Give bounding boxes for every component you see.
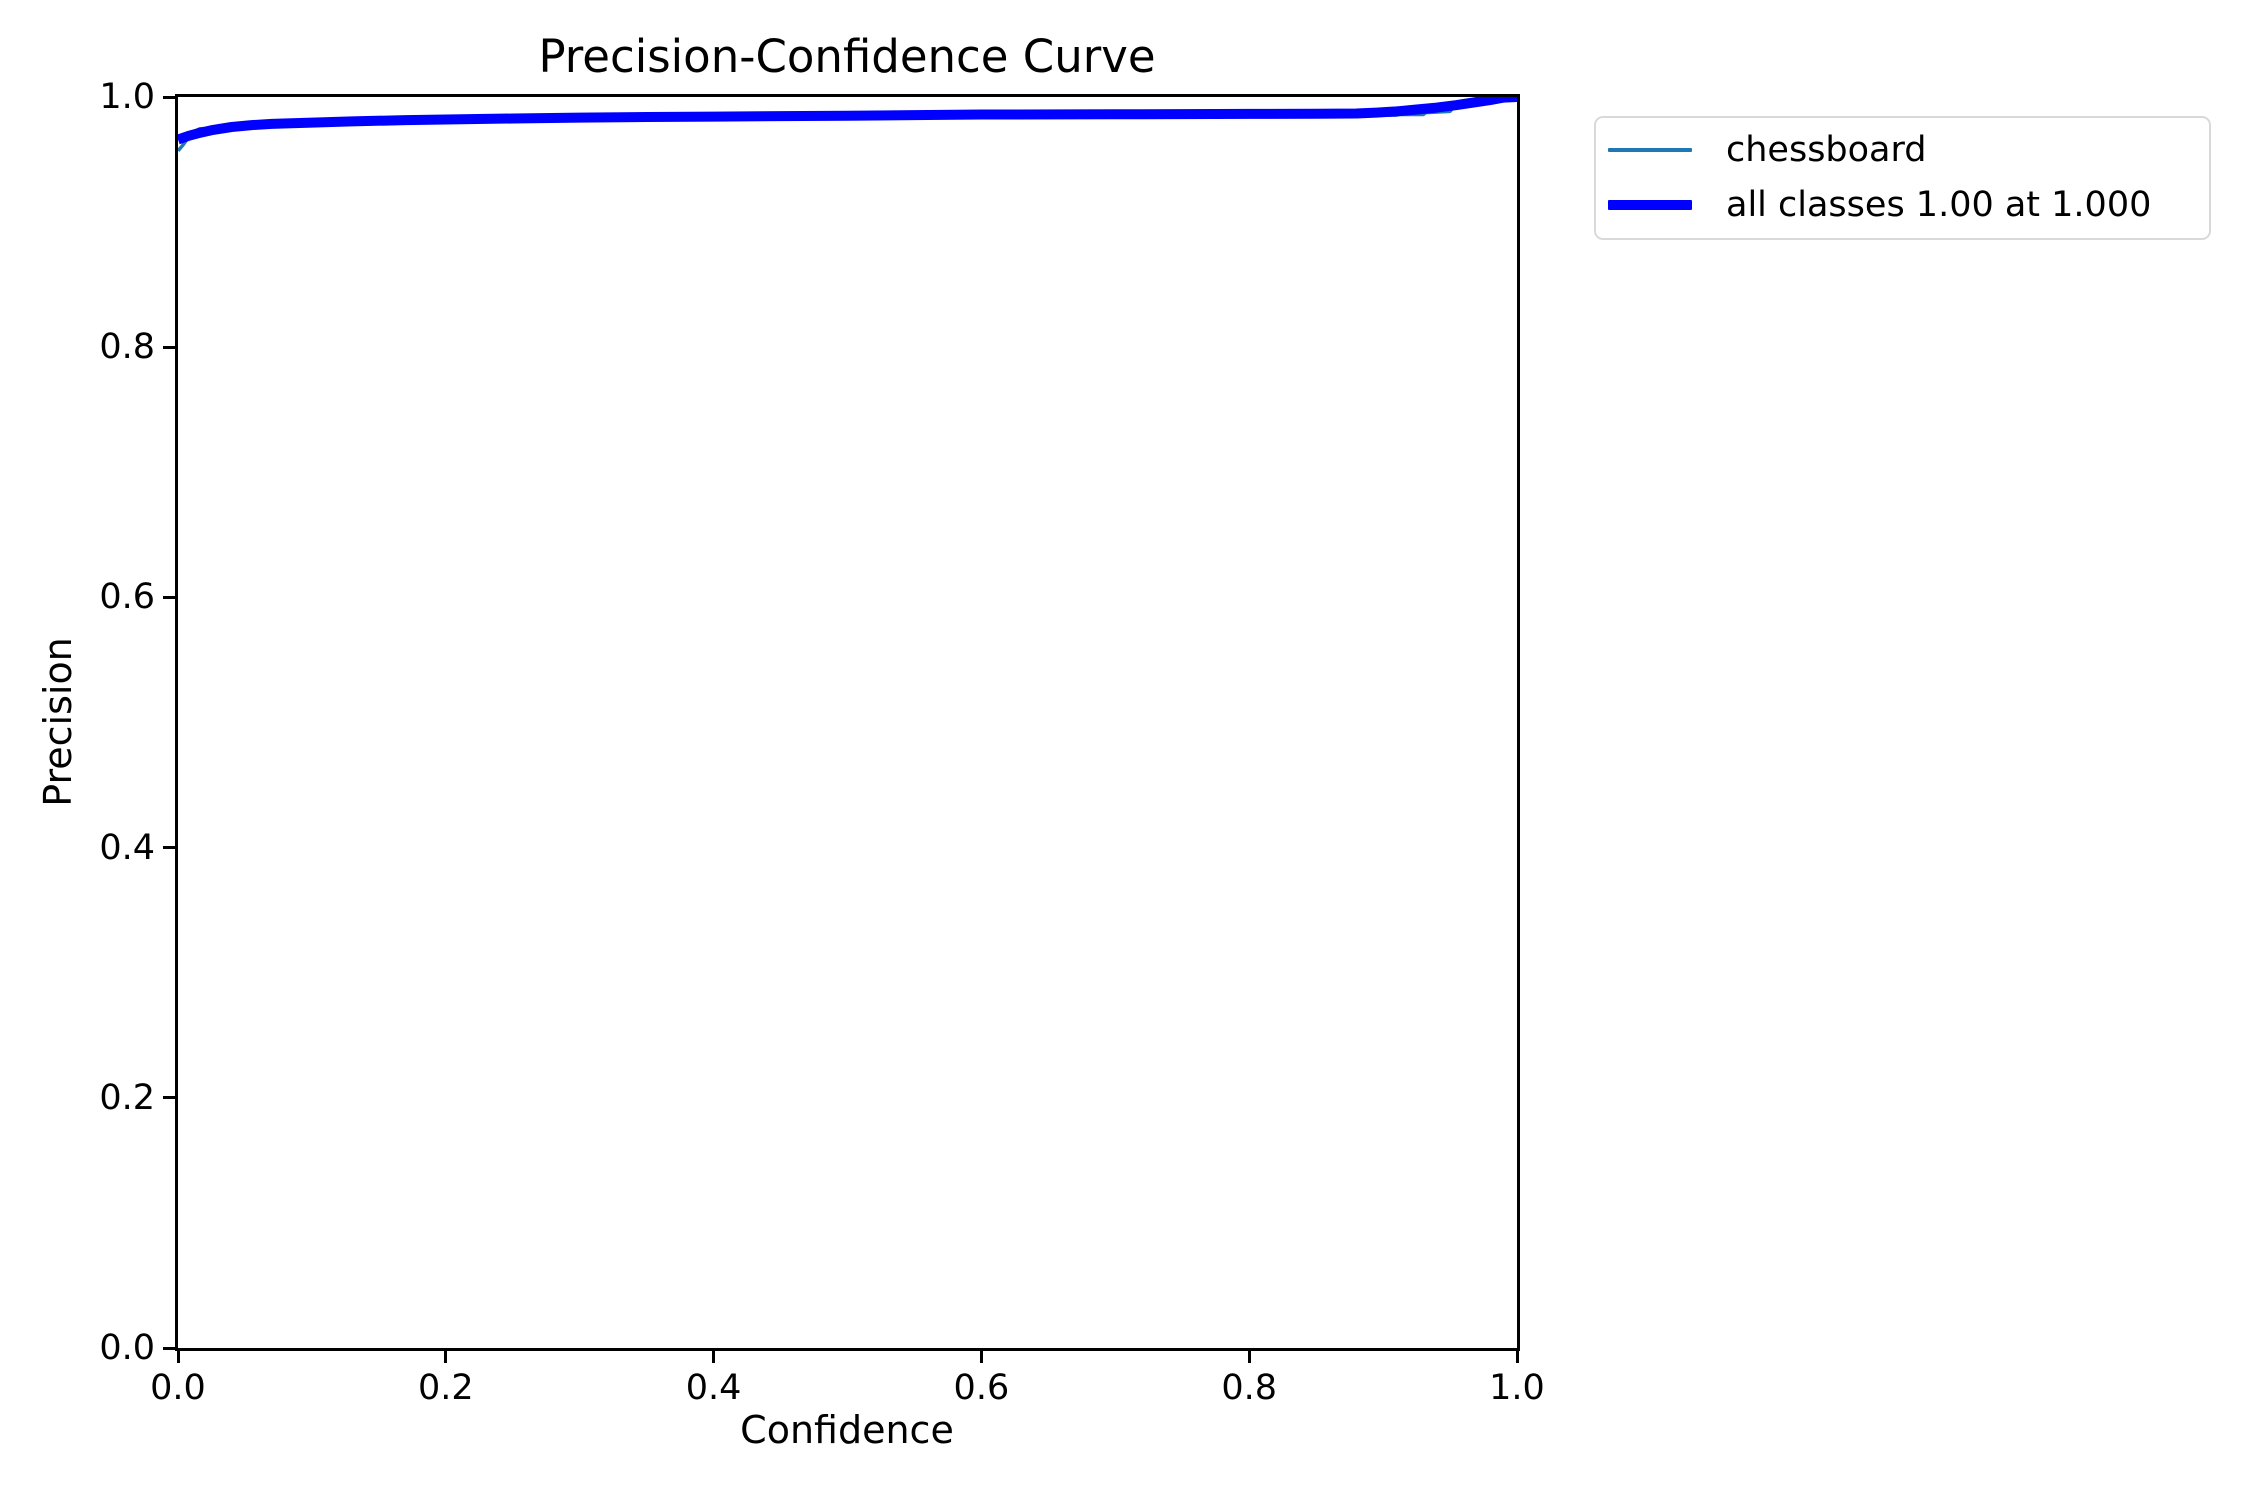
- y-tick-label: 0.0: [99, 1328, 155, 1368]
- legend-label: chessboard: [1726, 129, 1927, 170]
- curves-plot: [178, 97, 1517, 152]
- x-tick-mark: [1515, 1351, 1519, 1363]
- x-tick-label: 1.0: [1489, 1368, 1545, 1408]
- x-tick-mark: [979, 1351, 983, 1363]
- x-tick-mark: [444, 1351, 448, 1363]
- x-tick-label: 0.0: [150, 1368, 206, 1408]
- x-tick-label: 0.2: [417, 1368, 474, 1408]
- y-tick-label: 0.4: [99, 827, 155, 868]
- legend-item: chessboard: [1596, 122, 2209, 177]
- y-tick-mark: [163, 345, 175, 349]
- y-tick-mark: [163, 846, 175, 850]
- x-axis-label: Confidence: [740, 1408, 954, 1452]
- legend-label: all classes 1.00 at 1.000: [1726, 184, 2152, 225]
- legend: chessboard all classes 1.00 at 1.000: [1594, 116, 2211, 240]
- x-tick-label: 0.8: [1221, 1368, 1278, 1408]
- chart-title: Precision-Confidence Curve: [538, 30, 1156, 83]
- y-tick-mark: [163, 1096, 175, 1100]
- legend-item: all classes 1.00 at 1.000: [1596, 177, 2209, 232]
- plot-area: [175, 94, 1520, 1351]
- legend-swatch-all: [1608, 199, 1692, 210]
- y-tick-mark: [163, 1346, 175, 1350]
- y-tick-mark: [163, 95, 175, 99]
- y-axis-label: Precision: [36, 637, 80, 807]
- y-tick-label: 0.6: [99, 577, 155, 618]
- x-tick-mark: [712, 1351, 716, 1363]
- y-tick-label: 0.2: [99, 1077, 155, 1118]
- x-tick-mark: [1247, 1351, 1251, 1363]
- y-tick-label: 0.8: [99, 327, 155, 368]
- x-tick-label: 0.6: [953, 1368, 1010, 1408]
- x-tick-mark: [176, 1351, 180, 1363]
- legend-swatch-chessboard: [1608, 147, 1692, 152]
- x-tick-label: 0.4: [685, 1368, 742, 1408]
- y-tick-label: 1.0: [99, 77, 155, 117]
- y-tick-mark: [163, 595, 175, 599]
- curve-all: [178, 97, 1517, 145]
